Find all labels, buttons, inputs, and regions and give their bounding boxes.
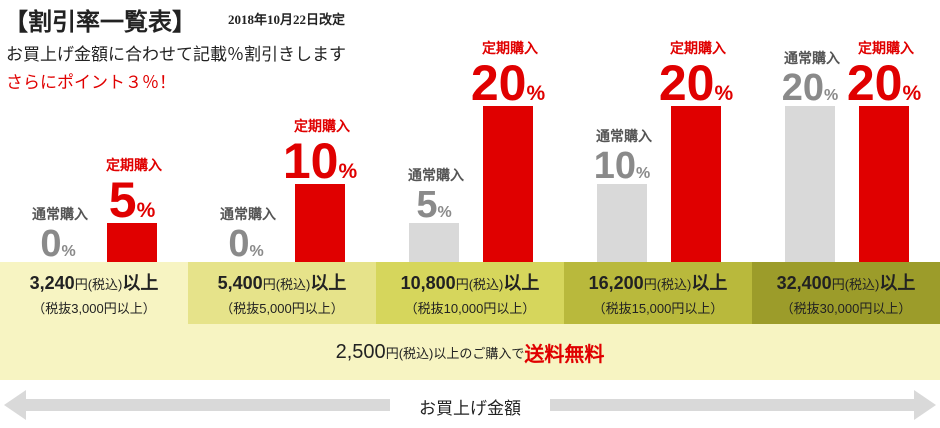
- subscription-value-label: 20%: [847, 55, 922, 111]
- subscription-value-label: 20%: [471, 55, 546, 111]
- tier-3: 10,800円(税込)以上 （税抜10,000円以上）: [376, 262, 564, 324]
- regular-bar: [785, 106, 835, 262]
- regular-value-label: 0%: [228, 223, 263, 265]
- tier-amount: 5,400円(税込)以上: [217, 273, 347, 293]
- regular-value-label: 0%: [40, 223, 75, 265]
- regular-series-label: 通常購入: [784, 50, 840, 66]
- subscription-series-label: 定期購入: [670, 40, 726, 56]
- shipping-yen-tax: 円(税込): [385, 345, 434, 361]
- regular-value-label: 5%: [416, 184, 451, 226]
- points-note: さらにポイント３％！: [6, 73, 176, 92]
- tier-tax-excluded: （税抜5,000円以上）: [220, 301, 344, 316]
- subscription-series-label: 定期購入: [858, 40, 914, 56]
- tier-row: 3,240円(税込)以上 （税抜3,000円以上） 5,400円(税込)以上 （…: [0, 262, 940, 324]
- regular-value-label: 10%: [594, 145, 651, 187]
- revision-date: 2018年10月22日改定: [228, 12, 346, 27]
- arrow-label: お買上げ金額: [390, 394, 550, 419]
- tier-amount: 16,200円(税込)以上: [588, 273, 728, 293]
- subscription-bar: [295, 184, 345, 262]
- regular-bar: [597, 184, 647, 262]
- page-title: 【割引率一覧表】: [4, 9, 196, 36]
- tier-2: 5,400円(税込)以上 （税抜5,000円以上）: [188, 262, 376, 324]
- subscription-bar: [859, 106, 909, 262]
- subscription-bar: [483, 106, 533, 262]
- free-shipping-banner: 2,500 円(税込) 以上のご購入で 送料 無料: [0, 324, 940, 380]
- discount-chart: 0%通常購入 5%定期購入0%通常購入10%定期購入5%通常購入20%定期購入10…: [32, 40, 922, 265]
- regular-series-label: 通常購入: [220, 206, 276, 222]
- shipping-middle: 以上のご購入で: [433, 345, 525, 361]
- shipping-amount: 2,500: [335, 340, 386, 363]
- regular-series-label: 通常購入: [32, 206, 88, 222]
- tier-4: 16,200円(税込)以上 （税抜15,000円以上）: [564, 262, 752, 324]
- tier-1: 3,240円(税込)以上 （税抜3,000円以上）: [0, 262, 188, 324]
- subscription-bar: [671, 106, 721, 262]
- subscription-value-label: 20%: [659, 55, 734, 111]
- regular-series-label: 通常購入: [408, 167, 464, 183]
- regular-series-label: 通常購入: [596, 128, 652, 144]
- tier-amount: 3,240円(税込)以上: [29, 273, 159, 293]
- subscription-series-label: 定期購入: [106, 157, 162, 173]
- tier-tax-excluded: （税抜15,000円以上）: [592, 301, 724, 316]
- subscription-bar: [107, 223, 157, 262]
- shipping-free-value: 無料: [564, 343, 605, 366]
- tier-tax-excluded: （税抜30,000円以上）: [780, 301, 912, 316]
- tier-tax-excluded: （税抜10,000円以上）: [404, 301, 536, 316]
- subscription-value-label: 10%: [283, 133, 358, 189]
- subtitle: お買上げ金額に合わせて記載％割引きします: [6, 45, 346, 64]
- tier-amount: 10,800円(税込)以上: [400, 273, 540, 293]
- tier-amount: 32,400円(税込)以上: [776, 273, 916, 293]
- regular-value-label: 20%: [782, 67, 839, 109]
- regular-bar: [409, 223, 459, 262]
- tier-tax-excluded: （税抜3,000円以上）: [32, 301, 156, 316]
- shipping-free-label: 送料: [524, 343, 565, 366]
- subscription-series-label: 定期購入: [294, 118, 350, 134]
- tier-5: 32,400円(税込)以上 （税抜30,000円以上）: [752, 262, 940, 324]
- subscription-series-label: 定期購入: [482, 40, 538, 56]
- subscription-value-label: 5%: [109, 172, 156, 228]
